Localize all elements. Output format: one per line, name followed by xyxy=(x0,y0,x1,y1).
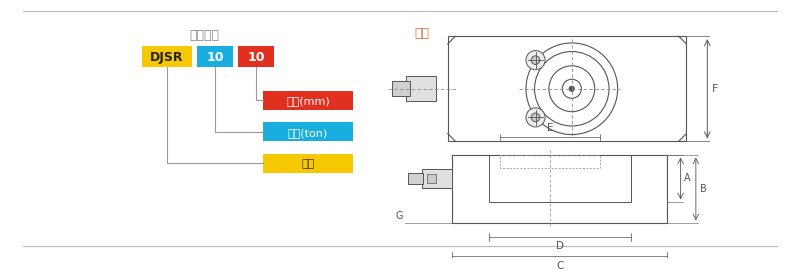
Bar xyxy=(262,122,354,141)
Bar xyxy=(197,46,233,67)
Text: D: D xyxy=(556,241,564,251)
Text: 行程(mm): 行程(mm) xyxy=(286,96,330,106)
Text: 载荷(ton): 载荷(ton) xyxy=(288,128,328,138)
Bar xyxy=(453,155,667,223)
Bar xyxy=(262,91,354,110)
Circle shape xyxy=(526,50,545,70)
Text: F: F xyxy=(712,84,718,94)
Text: B: B xyxy=(700,184,706,194)
Bar xyxy=(406,76,436,101)
Text: DJSR: DJSR xyxy=(150,51,184,64)
Bar xyxy=(500,155,601,168)
Bar xyxy=(426,174,436,183)
Text: 10: 10 xyxy=(206,51,223,64)
Text: E: E xyxy=(547,123,554,133)
Text: G: G xyxy=(395,211,403,221)
Text: 型号: 型号 xyxy=(302,159,314,169)
Bar xyxy=(392,81,410,96)
Text: 10: 10 xyxy=(247,51,265,64)
Circle shape xyxy=(531,113,540,122)
Circle shape xyxy=(526,108,545,127)
Text: 尺寸: 尺寸 xyxy=(414,27,430,40)
Bar xyxy=(489,155,631,202)
Circle shape xyxy=(570,86,574,91)
Bar xyxy=(408,173,423,184)
Bar xyxy=(448,36,686,141)
Bar xyxy=(262,154,354,173)
Text: C: C xyxy=(556,261,563,270)
Bar xyxy=(422,169,453,188)
Circle shape xyxy=(531,56,540,65)
Bar xyxy=(142,46,192,67)
Bar xyxy=(238,46,274,67)
Text: A: A xyxy=(685,173,691,184)
Text: 型号说明: 型号说明 xyxy=(190,29,219,42)
